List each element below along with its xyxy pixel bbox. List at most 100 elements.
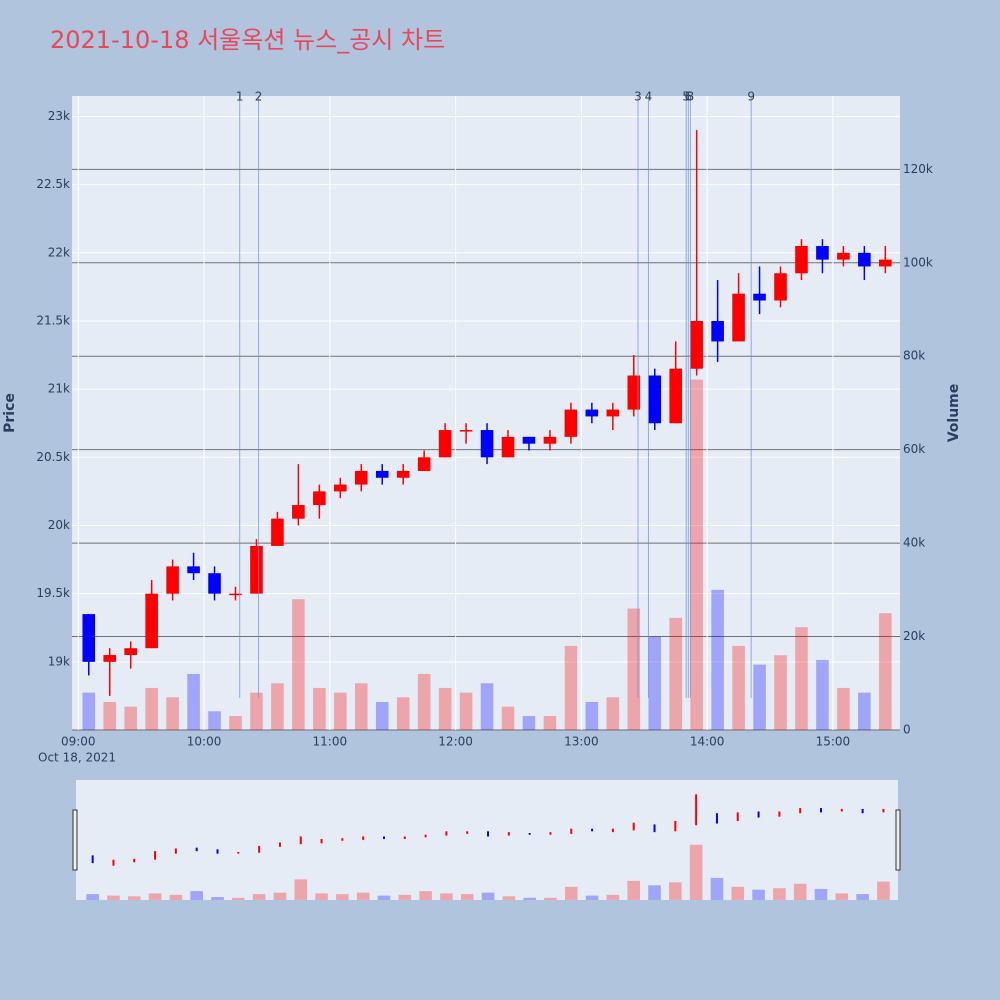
candle-body <box>354 470 368 485</box>
y-tick-label: 22.5k <box>36 177 70 191</box>
candle-body <box>837 252 850 260</box>
slider-volume-bar <box>710 877 724 900</box>
range-slider[interactable] <box>76 780 898 900</box>
candle-body <box>208 573 221 594</box>
slider-volume-bar <box>856 894 869 900</box>
volume-bar <box>396 697 410 730</box>
volume-bar <box>816 659 829 730</box>
volume-bar <box>690 379 703 730</box>
volume-bar <box>145 687 158 730</box>
slider-volume-bar <box>481 892 495 900</box>
candle-body <box>711 320 724 342</box>
volume-bar <box>459 692 473 730</box>
annotation-label: 6 <box>684 90 692 104</box>
candle-body <box>522 436 536 444</box>
candle-body <box>795 245 808 274</box>
x-tick-label: 14:00 <box>690 735 725 749</box>
slider-volume-bar <box>315 893 328 900</box>
y2-tick-label: 20k <box>903 629 925 643</box>
annotation-label: 2 <box>255 90 263 104</box>
slider-volume-bar <box>752 889 765 900</box>
y-tick-label: 21.5k <box>36 313 70 327</box>
x-tick-label: 10:00 <box>187 735 222 749</box>
volume-bar <box>166 697 179 730</box>
candle-body <box>774 273 787 301</box>
candle-body <box>417 457 431 471</box>
slider-volume-bar <box>814 888 828 900</box>
volume-bar <box>564 645 578 730</box>
candle-body <box>124 648 137 656</box>
candle-body <box>229 593 242 596</box>
slider-volume-bar <box>773 888 786 900</box>
slider-handle-right[interactable] <box>895 809 901 871</box>
slider-volume-bar <box>606 894 620 900</box>
slider-volume-bar <box>377 895 391 900</box>
slider-volume-bar <box>419 891 432 900</box>
candle-body <box>166 566 179 594</box>
volume-bar <box>774 655 787 730</box>
candle-body <box>858 252 871 267</box>
plot-area <box>72 96 900 730</box>
candle-body <box>669 368 682 424</box>
y2-tick-label: 40k <box>903 536 925 550</box>
annotation-label: 1 <box>236 90 244 104</box>
y2-tick-label: 0 <box>903 723 911 737</box>
volume-bar <box>354 683 368 730</box>
annotation-label: 3 <box>634 90 642 104</box>
slider-volume-bar <box>440 893 453 900</box>
volume-bar <box>543 715 557 730</box>
candle-body <box>396 470 410 478</box>
annotation-label: 9 <box>747 90 755 104</box>
y-tick-label: 19k <box>48 654 70 668</box>
volume-bar <box>480 683 494 730</box>
candle-body <box>438 430 452 458</box>
y-tick-label: 20.5k <box>36 450 70 464</box>
volume-bar <box>334 692 347 730</box>
slider-volume-bar <box>190 891 203 900</box>
annotation-label: 4 <box>645 90 653 104</box>
candle-body <box>292 505 305 519</box>
volume-bar <box>250 692 263 730</box>
slider-volume-bar <box>648 885 661 900</box>
volume-bar <box>271 683 284 730</box>
x-tick-label: 09:00 <box>61 735 96 749</box>
slider-volume-bar <box>544 897 557 900</box>
slider-volume-bar <box>627 880 640 900</box>
annotation-label: 5 <box>682 90 690 104</box>
x-date-label: Oct 18, 2021 <box>38 751 116 765</box>
slider-handle-left[interactable] <box>72 809 78 871</box>
slider-volume-bar <box>731 886 745 900</box>
volume-bar <box>648 636 662 730</box>
volume-bar <box>438 687 452 730</box>
candle-body <box>82 614 96 662</box>
slider-volume-bar <box>689 844 703 900</box>
volume-bar <box>82 692 96 730</box>
y-tick-label: 23k <box>48 109 70 123</box>
slider-volume-bar <box>169 894 183 900</box>
y2-tick-label: 80k <box>903 349 925 363</box>
chart-title: 2021-10-18 서울옥션 뉴스_공시 차트 <box>50 26 445 54</box>
volume-bar <box>208 711 221 730</box>
candle-body <box>690 320 703 369</box>
x-tick-label: 13:00 <box>564 735 599 749</box>
slider-volume-bar <box>669 882 682 900</box>
candle-body <box>816 245 829 260</box>
y-tick-label: 21k <box>48 382 70 396</box>
volume-bar <box>669 617 682 730</box>
slider-volume-bar <box>835 893 849 900</box>
candle-body <box>313 491 326 506</box>
candle-body <box>250 545 263 594</box>
volume-bar <box>103 701 117 730</box>
volume-bar <box>879 613 892 730</box>
slider-volume-bar <box>336 894 349 900</box>
slider-volume-bar <box>127 896 141 900</box>
volume-bar <box>606 697 620 730</box>
candle-body <box>334 484 347 492</box>
y2-axis-title: Volume <box>946 384 962 443</box>
candle-body <box>627 375 641 410</box>
x-tick-label: 11:00 <box>313 735 348 749</box>
candle-body <box>606 409 620 417</box>
candle-body <box>732 293 745 342</box>
volume-bar <box>627 608 641 730</box>
